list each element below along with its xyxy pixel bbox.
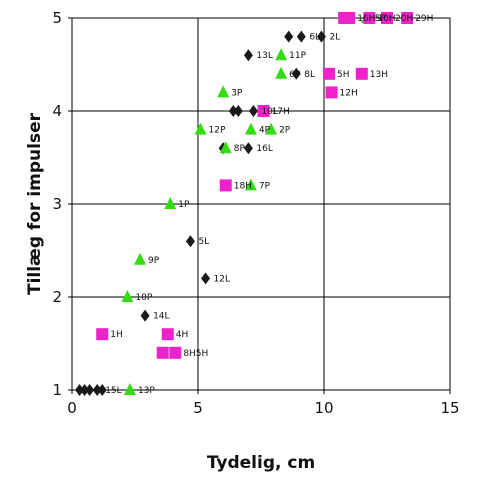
square-point-2-0 [96, 328, 109, 341]
point-label-1-0: 13P [138, 386, 155, 396]
triangle-point-1-9 [265, 122, 278, 135]
point-label-2-13: 29H [415, 14, 433, 24]
point-label-0-6: 5L [198, 237, 209, 247]
point-label-1-12: 5P [375, 14, 387, 24]
point-label-1-11: 6P [289, 70, 301, 80]
point-label-2-12: 20H [395, 14, 413, 24]
y-axis-title: Tillæg for impulser [25, 112, 45, 295]
square-point-2-13 [401, 12, 414, 24]
diamond-point-0-17 [291, 67, 301, 80]
diamond-point-0-12 [248, 105, 258, 117]
point-label-1-1: 10P [135, 293, 152, 303]
diamond-point-0-0 [75, 384, 85, 396]
point-label-0-7: 12L [214, 274, 230, 284]
square-point-2-8 [355, 67, 368, 80]
square-point-2-5 [257, 105, 270, 117]
triangle-point-1-2 [134, 252, 147, 265]
square-point-2-10 [343, 12, 356, 24]
x-tick-label-0: 0 [67, 399, 77, 417]
diamond-point-0-3 [92, 384, 102, 396]
point-label-2-7: 12H [340, 88, 358, 98]
y-tick-label-1: 2 [52, 288, 62, 306]
diamond-point-0-11 [233, 105, 243, 117]
triangle-point-1-4 [194, 122, 207, 135]
point-label-1-7: 7P [259, 181, 271, 191]
diamond-point-0-16 [316, 30, 326, 43]
point-label-2-10: 16H [357, 14, 375, 24]
y-tick-label-0: 1 [52, 381, 62, 399]
square-point-2-11 [363, 12, 376, 24]
y-tick-label-2: 3 [52, 195, 62, 213]
diamond-point-0-4 [97, 384, 107, 396]
triangle-point-1-5 [219, 141, 232, 154]
diamond-point-0-9 [243, 142, 253, 155]
diamond-point-0-7 [201, 272, 211, 285]
point-label-1-6: 3P [231, 88, 243, 98]
point-label-0-15: 6L [309, 33, 320, 43]
data-points [75, 11, 414, 396]
triangle-point-1-11 [275, 66, 288, 79]
triangle-point-1-0 [123, 383, 136, 395]
square-point-2-7 [325, 86, 338, 99]
point-label-1-2: 9P [148, 256, 160, 266]
point-label-2-4: 18H [234, 181, 252, 191]
x-tick-label-3: 15 [440, 399, 459, 417]
point-labels: 15L 14L 5L 12L 16L 10L 13L 6L 2L 8L 13P 10P 9P 1P 12P 8… [105, 14, 433, 396]
point-label-1-9: 2P [279, 126, 291, 136]
square-point-2-1 [161, 328, 174, 341]
square-point-2-12 [381, 12, 393, 24]
y-tick-label-4: 5 [52, 9, 62, 27]
square-point-2-4 [219, 179, 232, 192]
point-label-0-12: 10L [261, 107, 277, 117]
point-label-0-3: 15L [105, 386, 121, 396]
point-label-2-5: 17H [272, 107, 290, 117]
diamond-point-0-2 [85, 384, 95, 396]
point-label-0-17: 8L [304, 70, 315, 80]
x-axis-title: Tydelig, cm [207, 453, 315, 473]
point-label-1-8: 4P [259, 126, 271, 136]
point-label-1-5: 8P [234, 144, 246, 154]
point-label-2-8: 13H [370, 70, 388, 80]
point-label-2-0: 1H [110, 330, 123, 340]
square-point-2-6 [323, 67, 336, 80]
square-point-2-3 [169, 346, 182, 359]
point-label-2-6: 5H [337, 70, 350, 80]
diamond-point-0-1 [80, 384, 90, 396]
point-label-2-11: 10H [377, 14, 395, 24]
x-tick-labels: 0 5 10 15 [67, 390, 460, 417]
x-tick-label-1: 5 [193, 399, 203, 417]
triangle-point-1-10 [275, 48, 288, 61]
point-label-0-5: 14L [153, 312, 169, 322]
point-label-2-1: 4H [176, 330, 189, 340]
point-label-1-3: 1P [178, 200, 190, 210]
y-tick-labels: 1 2 3 4 5 [52, 9, 72, 399]
point-label-2-3: 8H5H [183, 349, 208, 359]
point-label-1-10: 11P [289, 51, 306, 61]
diamond-point-0-13 [243, 49, 253, 62]
point-label-1-4: 12P [209, 126, 226, 136]
diamond-point-0-14 [284, 30, 294, 43]
triangle-point-1-6 [217, 85, 230, 98]
diamond-point-0-6 [185, 235, 195, 248]
triangle-point-1-8 [244, 122, 257, 135]
y-tick-label-3: 4 [52, 102, 62, 120]
point-label-0-13: 13L [256, 51, 272, 61]
triangle-point-1-7 [244, 178, 257, 191]
square-point-2-2 [156, 346, 169, 359]
point-label-0-9: 16L [256, 144, 272, 154]
diamond-point-0-10 [228, 105, 238, 117]
triangle-point-1-1 [121, 290, 134, 302]
x-tick-label-2: 10 [314, 399, 333, 417]
diamond-point-0-5 [140, 309, 150, 322]
diamond-point-0-15 [296, 30, 306, 43]
point-label-0-16: 2L [329, 33, 340, 43]
triangle-point-1-3 [164, 197, 177, 209]
